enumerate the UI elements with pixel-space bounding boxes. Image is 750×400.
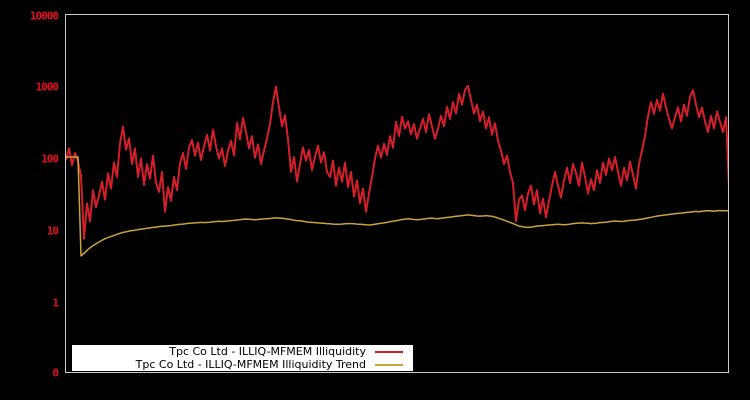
legend-item-label: Tpc Co Ltd - ILLIQ-MFMEM Illiquidity: [169, 345, 366, 358]
legend: Tpc Co Ltd - ILLIQ-MFMEM Illiquidity Tpc …: [72, 345, 413, 371]
y-tick-label: 1: [52, 296, 59, 309]
plot-area: [65, 14, 729, 373]
illiquidity-trend-line: [66, 156, 728, 257]
legend-item-label: Tpc Co Ltd - ILLIQ-MFMEM Illiquidity Tre…: [135, 358, 366, 371]
series-plot: [66, 84, 728, 257]
y-tick-label: 1000: [35, 80, 60, 94]
y-tick-label: 0: [52, 366, 59, 379]
legend-item: Tpc Co Ltd - ILLIQ-MFMEM Illiquidity: [72, 345, 413, 358]
legend-line-sample: [375, 350, 403, 353]
y-axis: 10000 1000 100 10 1 0: [0, 0, 60, 400]
legend-item: Tpc Co Ltd - ILLIQ-MFMEM Illiquidity Tre…: [72, 358, 413, 371]
y-tick-label: 10000: [29, 9, 59, 22]
illiquidity-series-line: [66, 84, 728, 240]
y-tick-label: 100: [41, 152, 59, 166]
legend-line-sample: [375, 363, 403, 366]
y-tick-label: 10: [46, 224, 59, 238]
